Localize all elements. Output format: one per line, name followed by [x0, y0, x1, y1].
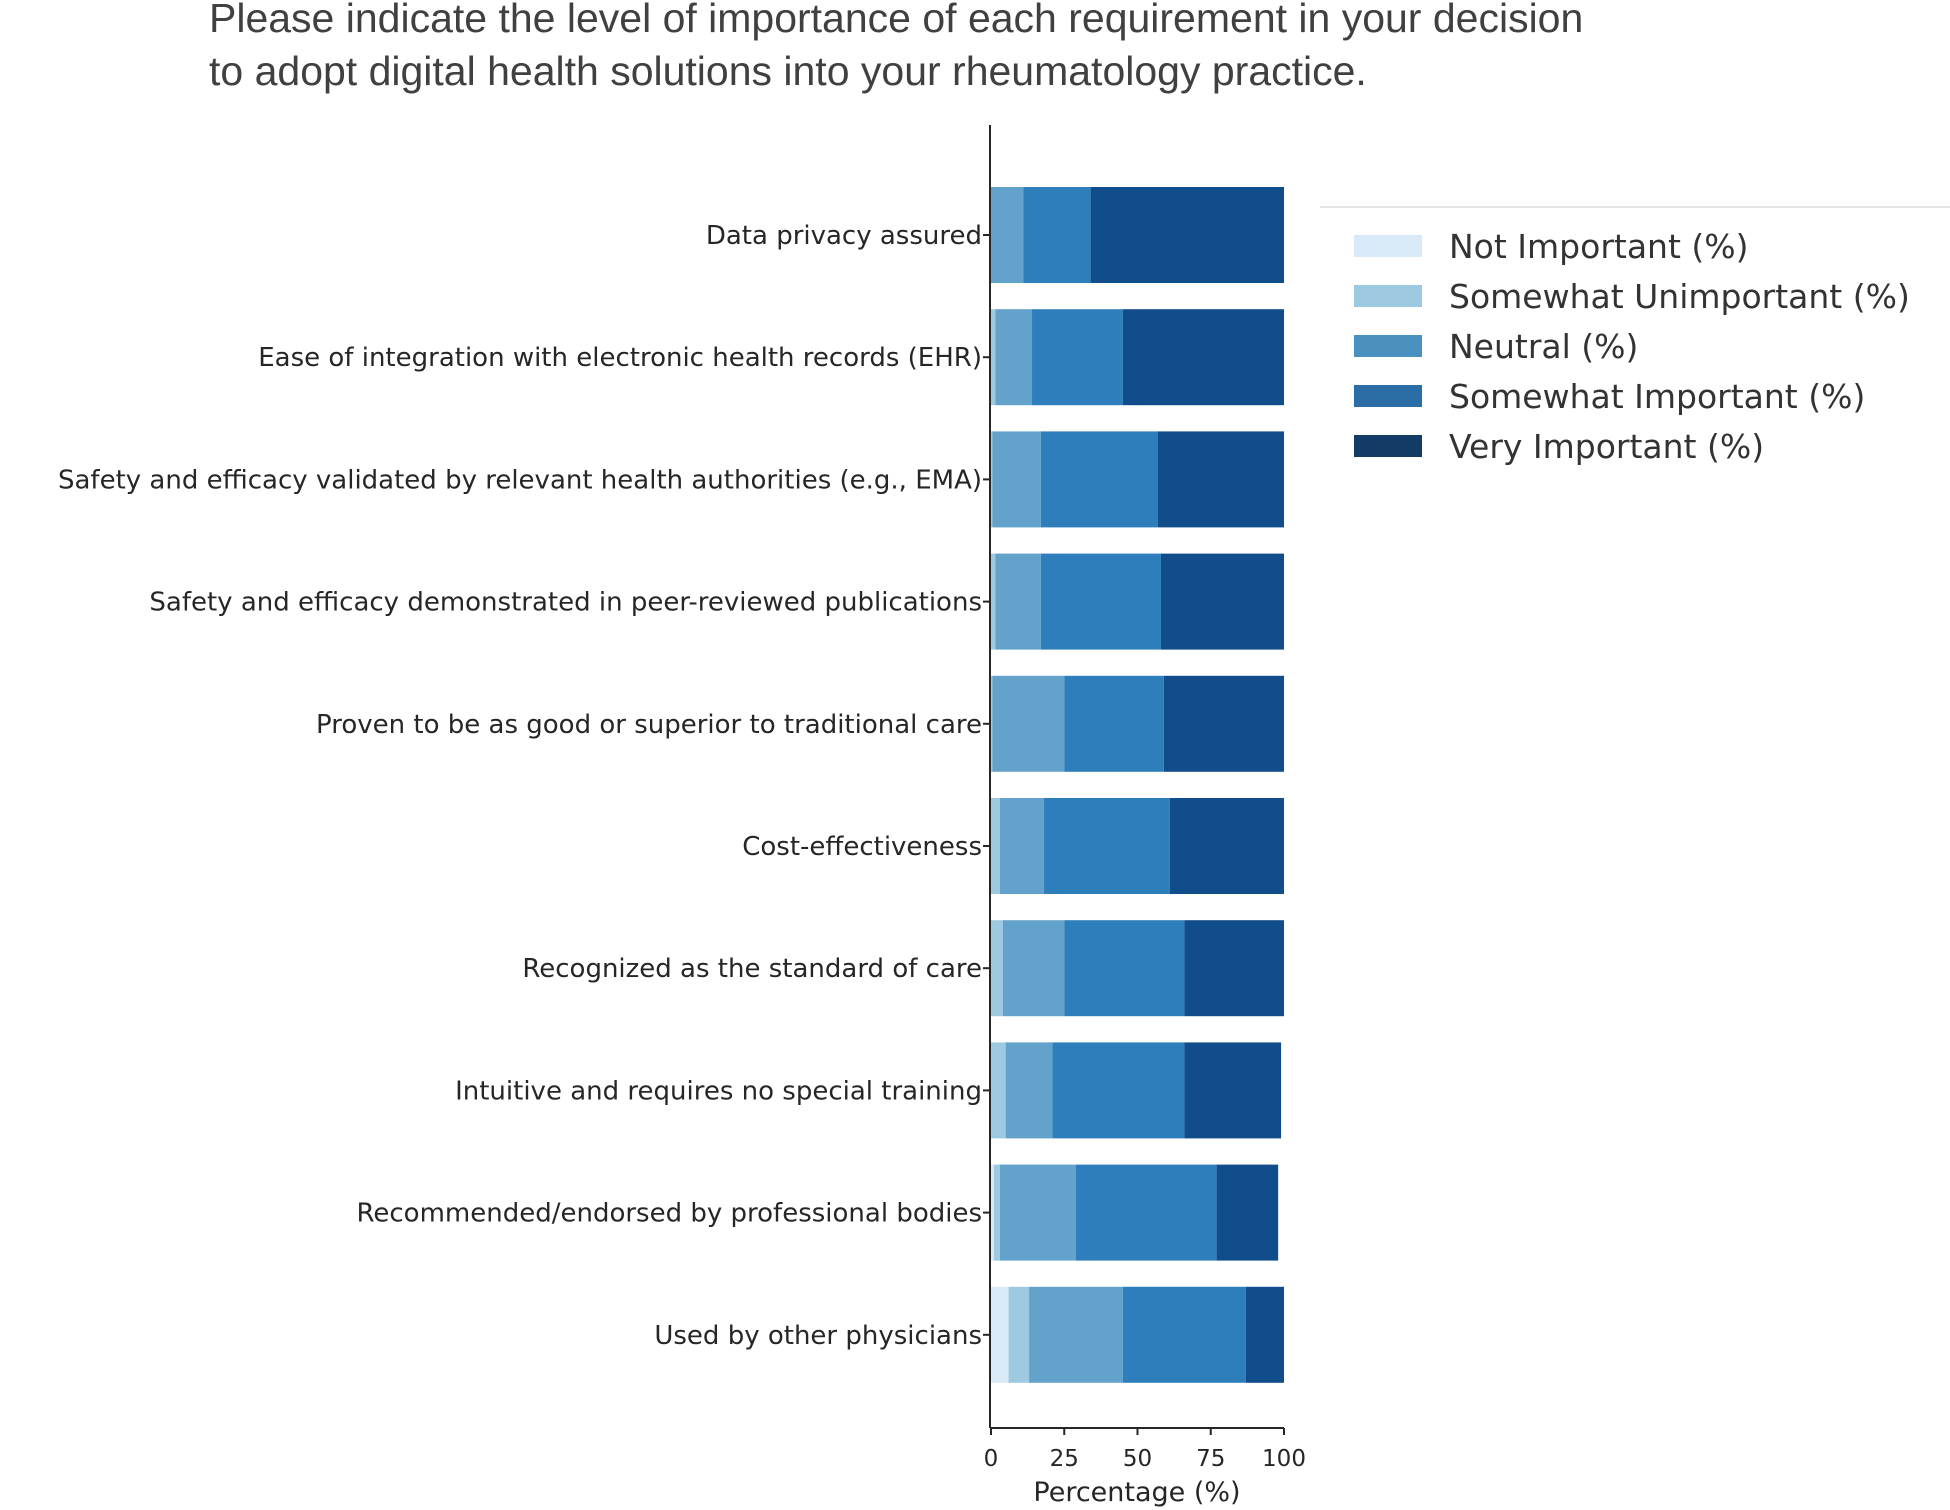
bar-segment-0-4 [1090, 187, 1284, 283]
bar-segment-8-1 [993, 1164, 1000, 1261]
bar-segment-8-4 [1216, 1164, 1279, 1261]
bar-segment-7-1 [991, 1042, 1006, 1139]
y-tick-label: Safety and efficacy demonstrated in peer… [149, 588, 982, 618]
bar-segment-9-3 [1122, 1286, 1246, 1383]
y-tick-label: Recommended/endorsed by professional bod… [356, 1199, 982, 1229]
bar-segment-3-4 [1160, 553, 1284, 650]
bar-segment-8-0 [991, 1164, 994, 1261]
bar-segment-4-3 [1064, 675, 1164, 772]
y-tick-label: Intuitive and requires no special traini… [455, 1076, 982, 1106]
x-axis: Percentage (%) 0 25 50 75 100 [984, 125, 1306, 1508]
bar-segment-6-3 [1064, 920, 1185, 1017]
bar-segment-6-4 [1184, 920, 1284, 1017]
bar-segment-5-3 [1043, 798, 1170, 894]
bar-segment-4-2 [992, 675, 1065, 772]
y-axis-tick-labels: Data privacy assured Ease of integration … [58, 221, 990, 1351]
y-tick-label: Recognized as the standard of care [522, 954, 982, 984]
x-tick-label: 0 [984, 1446, 999, 1472]
bar-segment-5-4 [1169, 798, 1284, 894]
legend-label: Very Important (%) [1449, 427, 1764, 466]
bar-segment-3-2 [995, 553, 1041, 650]
bar-segment-1-2 [995, 309, 1033, 406]
x-tick-label: 75 [1196, 1446, 1225, 1472]
bar-segment-3-1 [991, 553, 996, 650]
y-tick-label: Used by other physicians [654, 1321, 982, 1351]
x-axis-label: Percentage (%) [1033, 1477, 1240, 1508]
bar-segment-2-3 [1040, 431, 1159, 528]
x-tick-label: 25 [1050, 1446, 1079, 1472]
bar-segment-4-4 [1163, 675, 1284, 772]
bar-segment-4-1 [991, 675, 993, 772]
legend-swatch [1354, 435, 1422, 457]
legend-label: Neutral (%) [1449, 327, 1638, 366]
legend-swatch [1354, 285, 1422, 307]
bar-segment-3-3 [1040, 553, 1161, 650]
bar-segment-0-2 [991, 187, 1024, 283]
bar-segment-7-2 [1005, 1042, 1053, 1139]
bar-segment-2-1 [991, 431, 993, 528]
bar-segment-2-2 [992, 431, 1041, 528]
x-tick-label: 100 [1262, 1446, 1306, 1472]
bar-segment-9-4 [1245, 1286, 1284, 1383]
bar-segment-9-2 [1029, 1286, 1123, 1383]
bar-segment-7-4 [1184, 1042, 1282, 1139]
y-tick-label: Ease of integration with electronic heal… [258, 343, 982, 373]
legend-swatch [1354, 335, 1422, 357]
y-tick-label: Proven to be as good or superior to trad… [316, 710, 982, 740]
bar-segment-2-4 [1158, 431, 1284, 528]
bar-segment-9-1 [1008, 1286, 1030, 1383]
bar-segment-1-4 [1122, 309, 1284, 406]
y-tick-label: Data privacy assured [706, 221, 982, 251]
bar-segment-9-0 [991, 1286, 1009, 1383]
legend-label: Not Important (%) [1449, 227, 1749, 266]
y-tick-label: Cost-effectiveness [742, 832, 982, 862]
bar-segment-5-2 [999, 798, 1044, 894]
bar-segment-6-1 [991, 920, 1003, 1017]
bar-segment-6-2 [1002, 920, 1065, 1017]
legend-label: Somewhat Unimportant (%) [1449, 277, 1910, 316]
legend-swatch [1354, 235, 1422, 257]
legend-label: Somewhat Important (%) [1449, 377, 1865, 416]
y-tick-label: Safety and efficacy validated by relevan… [58, 465, 982, 495]
chart-title: Please indicate the level of importance … [209, 0, 1584, 94]
bar-group [991, 187, 1284, 1383]
bar-segment-8-3 [1075, 1164, 1217, 1261]
bar-segment-5-1 [991, 798, 1000, 894]
bar-segment-7-3 [1052, 1042, 1185, 1139]
legend: Not Important (%) Somewhat Unimportant (%… [1320, 206, 1950, 466]
bar-segment-8-2 [999, 1164, 1076, 1261]
bar-segment-0-3 [1023, 187, 1091, 283]
x-tick-label: 50 [1123, 1446, 1152, 1472]
legend-swatch [1354, 385, 1422, 407]
bar-segment-1-3 [1032, 309, 1123, 406]
bar-segment-1-1 [991, 309, 996, 406]
